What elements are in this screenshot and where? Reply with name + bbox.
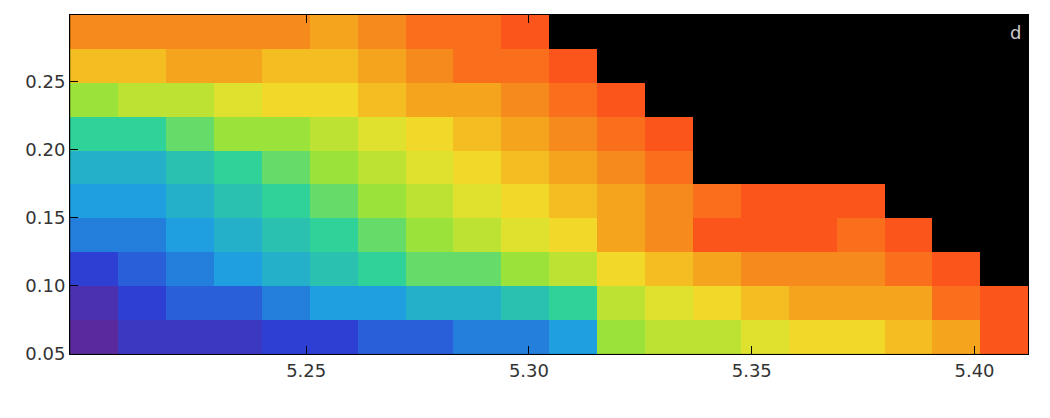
svg-text:0.15: 0.15 xyxy=(25,207,65,228)
svg-text:5.35: 5.35 xyxy=(732,360,772,381)
svg-text:0.10: 0.10 xyxy=(25,275,65,296)
svg-text:0.05: 0.05 xyxy=(25,343,65,364)
svg-text:0.25: 0.25 xyxy=(25,71,65,92)
svg-text:5.40: 5.40 xyxy=(954,360,994,381)
svg-text:5.30: 5.30 xyxy=(509,360,549,381)
svg-text:0.20: 0.20 xyxy=(25,139,65,160)
svg-text:5.25: 5.25 xyxy=(286,360,326,381)
svg-text:d: d xyxy=(1010,22,1021,43)
